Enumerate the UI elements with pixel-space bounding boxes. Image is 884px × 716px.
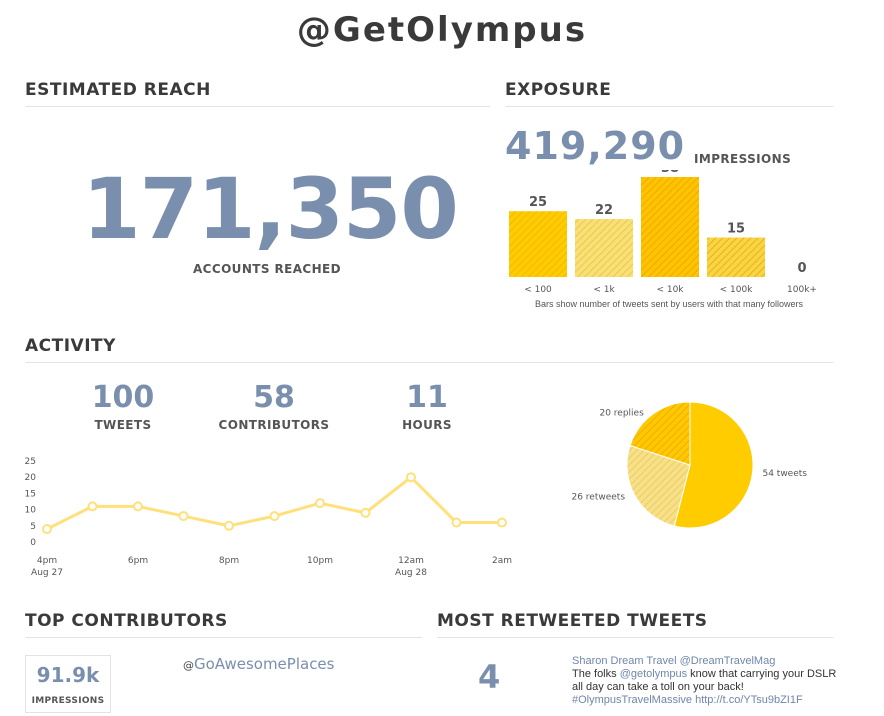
exposure-divider [505, 106, 833, 107]
line-y-tick: 5 [30, 522, 36, 532]
contributor-handle[interactable]: @GoAwesomePlaces [183, 655, 334, 673]
tweets-stat-value: 100 [91, 380, 155, 415]
activity-point [269, 511, 280, 522]
contributor-impressions-label: IMPRESSIONS [31, 696, 105, 706]
line-y-tick: 10 [25, 506, 37, 516]
activity-point [497, 517, 507, 528]
contributor-handle-text[interactable]: GoAwesomePlaces [194, 655, 335, 673]
tweet-link[interactable]: http://t.co/YTsu9bZI1F [695, 694, 803, 706]
tweet-author-handle[interactable]: @DreamTravelMag [679, 655, 776, 667]
activity-point [315, 498, 325, 509]
exposure-title: EXPOSURE [505, 80, 612, 100]
line-x-tick: 12am [398, 556, 424, 566]
activity-line [46, 475, 502, 531]
exposure-bar [641, 177, 699, 277]
activity-divider [25, 362, 833, 363]
exposure-bar [707, 237, 765, 277]
exposure-bar [509, 211, 567, 277]
exposure-bar-value: 0 [797, 261, 806, 276]
exposure-bar-category: < 1k [593, 285, 615, 295]
contributors-stat-label: CONTRIBUTORS [218, 418, 330, 432]
page-title: @GetOlympus [296, 10, 588, 50]
line-x-tick: 10pm [307, 556, 333, 566]
pie-slice-label: 26 retweets [571, 492, 625, 502]
activity-point [133, 501, 143, 512]
contributor-impressions-box: 91.9k IMPRESSIONS [25, 655, 111, 713]
exposure-bar-category: < 100k [720, 285, 754, 295]
estimated-reach-divider [25, 106, 490, 107]
hours-stat-value: 11 [406, 380, 448, 415]
line-x-tick: 8pm [219, 556, 239, 566]
most-retweeted-divider [437, 637, 833, 638]
contributor-impressions-value: 91.9k [36, 663, 100, 687]
exposure-bar-category: < 100 [524, 285, 552, 295]
activity-title: ACTIVITY [25, 336, 116, 356]
estimated-reach-title: ESTIMATED REACH [25, 80, 211, 100]
tweet-card: Sharon Dream Travel @DreamTravelMag The … [572, 655, 842, 707]
most-retweeted-title: MOST RETWEETED TWEETS [437, 611, 708, 631]
line-y-tick: 15 [25, 489, 36, 499]
hours-stat-label: HOURS [402, 418, 452, 432]
activity-point [224, 520, 234, 531]
exposure-bar-category: < 10k [656, 285, 684, 295]
impressions-label: IMPRESSIONS [694, 152, 792, 166]
line-y-tick: 20 [25, 473, 37, 483]
exposure-chart-note: Bars show number of tweets sent by users… [534, 299, 804, 309]
exposure-bar-chart: 25 < 100 22 < 1k 38 < 10k 15 < 100k 0 100k+ [509, 170, 817, 295]
activity-point [360, 507, 371, 518]
pie-slice [629, 401, 691, 466]
tweet-mention[interactable]: @getolympus [619, 668, 688, 680]
contributor-at-sign: @ [183, 659, 194, 672]
line-x-tick: 6pm [128, 556, 148, 566]
pie-slice [626, 444, 691, 527]
tweet-type-pie-chart: 54 tweets 26 retweets 20 replies [571, 401, 807, 529]
contributors-stat-value: 58 [253, 380, 295, 415]
pie-slice [673, 401, 754, 529]
exposure-bar-value: 25 [529, 195, 547, 210]
line-x-subtick: Aug 28 [395, 568, 427, 578]
top-contributors-title: TOP CONTRIBUTORS [25, 611, 228, 631]
line-x-subtick: Aug 27 [31, 568, 63, 578]
activity-point [87, 501, 98, 512]
line-x-tick: 4pm [37, 556, 57, 566]
activity-point [42, 524, 52, 535]
pie-slice-label: 54 tweets [762, 469, 807, 479]
exposure-bar [575, 219, 633, 277]
line-y-tick: 25 [25, 457, 36, 467]
accounts-reached-value: 171,350 [82, 160, 459, 258]
tweet-text-end: know that carrying your DSLR all day can… [572, 668, 837, 693]
exposure-bar-category: 100k+ [787, 285, 817, 295]
activity-point [451, 517, 462, 528]
line-y-tick: 0 [30, 538, 36, 548]
activity-point [406, 472, 416, 483]
tweet-author-name[interactable]: Sharon Dream Travel [572, 655, 677, 667]
exposure-bar-value: 38 [661, 170, 679, 176]
activity-point [178, 511, 189, 522]
pie-slice-label: 20 replies [599, 408, 644, 418]
line-x-tick: 2am [492, 556, 512, 566]
exposure-bar-value: 22 [595, 203, 613, 218]
activity-line-chart: 0 5 10 15 20 25 4pm Aug 27 6pm 8pm 10pm 12am Aug 28 2… [25, 457, 512, 578]
tweet-text-start: The folks [572, 668, 620, 680]
top-contributors-divider [25, 637, 422, 638]
accounts-reached-label: ACCOUNTS REACHED [192, 262, 342, 276]
exposure-bar-value: 15 [727, 222, 745, 237]
tweets-stat-label: TWEETS [94, 418, 152, 432]
impressions-value: 419,290 [505, 124, 686, 168]
tweet-hashtag[interactable]: #OlympusTravelMassive [572, 694, 693, 706]
retweet-count: 4 [478, 658, 501, 696]
